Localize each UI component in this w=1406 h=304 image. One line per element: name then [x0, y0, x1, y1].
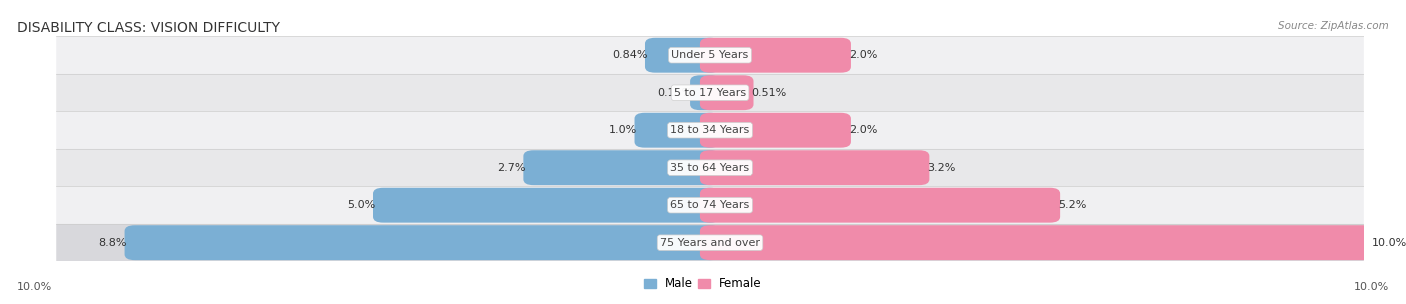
- Text: 1.0%: 1.0%: [609, 125, 637, 135]
- FancyBboxPatch shape: [645, 38, 720, 73]
- FancyBboxPatch shape: [700, 38, 851, 73]
- Text: 2.7%: 2.7%: [498, 163, 526, 173]
- FancyBboxPatch shape: [56, 149, 1364, 186]
- FancyBboxPatch shape: [700, 225, 1374, 260]
- Text: DISABILITY CLASS: VISION DIFFICULTY: DISABILITY CLASS: VISION DIFFICULTY: [17, 21, 280, 35]
- FancyBboxPatch shape: [125, 225, 720, 260]
- Legend: Male, Female: Male, Female: [640, 273, 766, 295]
- Text: Source: ZipAtlas.com: Source: ZipAtlas.com: [1278, 21, 1389, 31]
- FancyBboxPatch shape: [700, 150, 929, 185]
- Text: 18 to 34 Years: 18 to 34 Years: [671, 125, 749, 135]
- Text: 0.84%: 0.84%: [612, 50, 647, 60]
- FancyBboxPatch shape: [700, 188, 1060, 223]
- FancyBboxPatch shape: [56, 186, 1364, 224]
- Text: 10.0%: 10.0%: [1372, 238, 1406, 248]
- Text: 2.0%: 2.0%: [849, 50, 877, 60]
- Text: 35 to 64 Years: 35 to 64 Years: [671, 163, 749, 173]
- FancyBboxPatch shape: [700, 113, 851, 148]
- FancyBboxPatch shape: [56, 36, 1364, 74]
- Text: 75 Years and over: 75 Years and over: [659, 238, 761, 248]
- Text: 8.8%: 8.8%: [98, 238, 127, 248]
- FancyBboxPatch shape: [373, 188, 720, 223]
- Text: 0.15%: 0.15%: [657, 88, 692, 98]
- FancyBboxPatch shape: [690, 75, 720, 110]
- FancyBboxPatch shape: [56, 112, 1364, 149]
- Text: 3.2%: 3.2%: [927, 163, 956, 173]
- Text: 0.51%: 0.51%: [751, 88, 786, 98]
- Text: 5.2%: 5.2%: [1057, 200, 1087, 210]
- Text: 10.0%: 10.0%: [17, 282, 52, 292]
- FancyBboxPatch shape: [56, 74, 1364, 112]
- Text: 2.0%: 2.0%: [849, 125, 877, 135]
- Text: 65 to 74 Years: 65 to 74 Years: [671, 200, 749, 210]
- FancyBboxPatch shape: [634, 113, 720, 148]
- Text: 10.0%: 10.0%: [1354, 282, 1389, 292]
- FancyBboxPatch shape: [700, 75, 754, 110]
- Text: 5 to 17 Years: 5 to 17 Years: [673, 88, 747, 98]
- Text: 5.0%: 5.0%: [347, 200, 375, 210]
- FancyBboxPatch shape: [523, 150, 720, 185]
- FancyBboxPatch shape: [56, 224, 1364, 261]
- Text: Under 5 Years: Under 5 Years: [672, 50, 748, 60]
